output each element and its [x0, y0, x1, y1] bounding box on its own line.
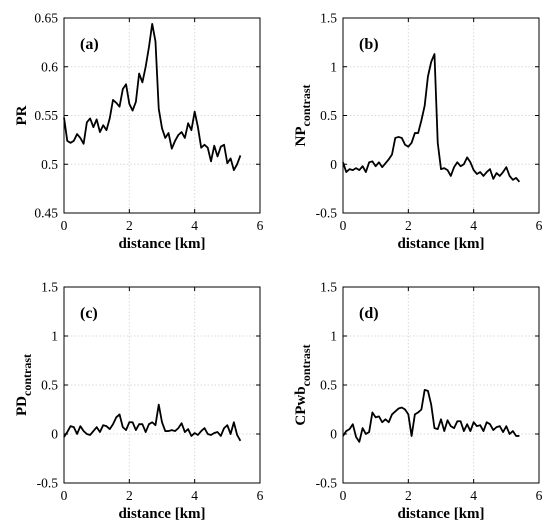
x-tick-label: 2: [126, 218, 133, 233]
y-tick-label: 0.5: [320, 378, 337, 393]
plot-frame: [63, 17, 261, 214]
x-tick-label: 4: [191, 218, 198, 233]
panel-label: (a): [80, 36, 99, 53]
y-tick-label: -0.5: [316, 476, 338, 491]
y-tick-label: 0: [330, 427, 337, 442]
x-tick-label: 4: [470, 218, 477, 233]
y-tick-label: 1.5: [41, 280, 58, 295]
y-tick-label: 1.5: [320, 11, 337, 26]
y-tick-label: 0.5: [41, 157, 58, 172]
x-tick-label: 0: [61, 488, 68, 503]
series-line: [63, 22, 242, 171]
x-axis-label: distance [km]: [397, 506, 484, 522]
x-tick-label: 4: [470, 488, 477, 503]
y-tick-label: 1: [51, 329, 58, 344]
x-tick-label: 6: [536, 218, 543, 233]
x-axis-label: distance [km]: [397, 236, 484, 252]
x-tick-label: 0: [340, 218, 347, 233]
panel-label: (b): [359, 36, 379, 53]
chart-panel-2: 0 2 4 6-0.500.511.5(b)distance [km]NPcontra…: [293, 11, 543, 253]
y-tick-label: 0.5: [320, 108, 337, 123]
y-axis-label: PDcontrast: [14, 354, 34, 416]
y-tick-label: 0.65: [34, 11, 58, 26]
chart-panel-4: 0 2 4 6-0.500.511.5(d)distance [km]CPwbcont…: [293, 280, 543, 523]
y-axis-label: NPcontrast: [293, 85, 313, 147]
x-tick-label: 4: [191, 488, 198, 503]
y-tick-label: 0: [51, 427, 58, 442]
y-tick-label: 0.6: [41, 59, 58, 74]
panel-label: (d): [359, 305, 379, 322]
y-axis-label: PR: [14, 105, 30, 125]
y-tick-label: 0.5: [41, 378, 58, 393]
chart-panel-1: 0 2 4 6 0.45 0.5 0.55 0.6 0.65 (a) distance [km] PR: [14, 11, 264, 253]
x-axis-label: distance [km]: [118, 506, 205, 522]
x-tick-label: 2: [405, 218, 412, 233]
x-axis-label: distance [km]: [118, 236, 205, 252]
chart-panel-3: 0 2 4 6-0.500.511.5(c)distance [km]PDcontra…: [14, 280, 264, 523]
y-tick-label: 1: [330, 59, 337, 74]
series-line: [342, 53, 521, 183]
x-tick-label: 0: [61, 218, 68, 233]
x-tick-label: 6: [257, 218, 264, 233]
y-axis-label: CPwbcontrast: [293, 344, 313, 425]
series-line: [342, 389, 520, 443]
x-tick-label: 2: [126, 488, 133, 503]
plot-frame: [63, 286, 261, 484]
y-tick-label: 0.55: [34, 108, 58, 123]
panel-label: (c): [80, 305, 98, 322]
x-tick-label: 6: [257, 488, 264, 503]
y-tick-label: 1.5: [320, 280, 337, 295]
plot-frame: [342, 286, 540, 484]
y-tick-label: -0.5: [316, 206, 338, 221]
y-tick-label: 0.45: [34, 206, 58, 221]
series-line: [63, 403, 242, 442]
y-tick-label: -0.5: [37, 476, 59, 491]
x-tick-label: 6: [536, 488, 543, 503]
y-tick-label: 1: [330, 329, 337, 344]
y-tick-label: 0: [330, 157, 337, 172]
plot-frame: [342, 17, 540, 214]
x-tick-label: 2: [405, 488, 412, 503]
x-tick-label: 0: [340, 488, 347, 503]
